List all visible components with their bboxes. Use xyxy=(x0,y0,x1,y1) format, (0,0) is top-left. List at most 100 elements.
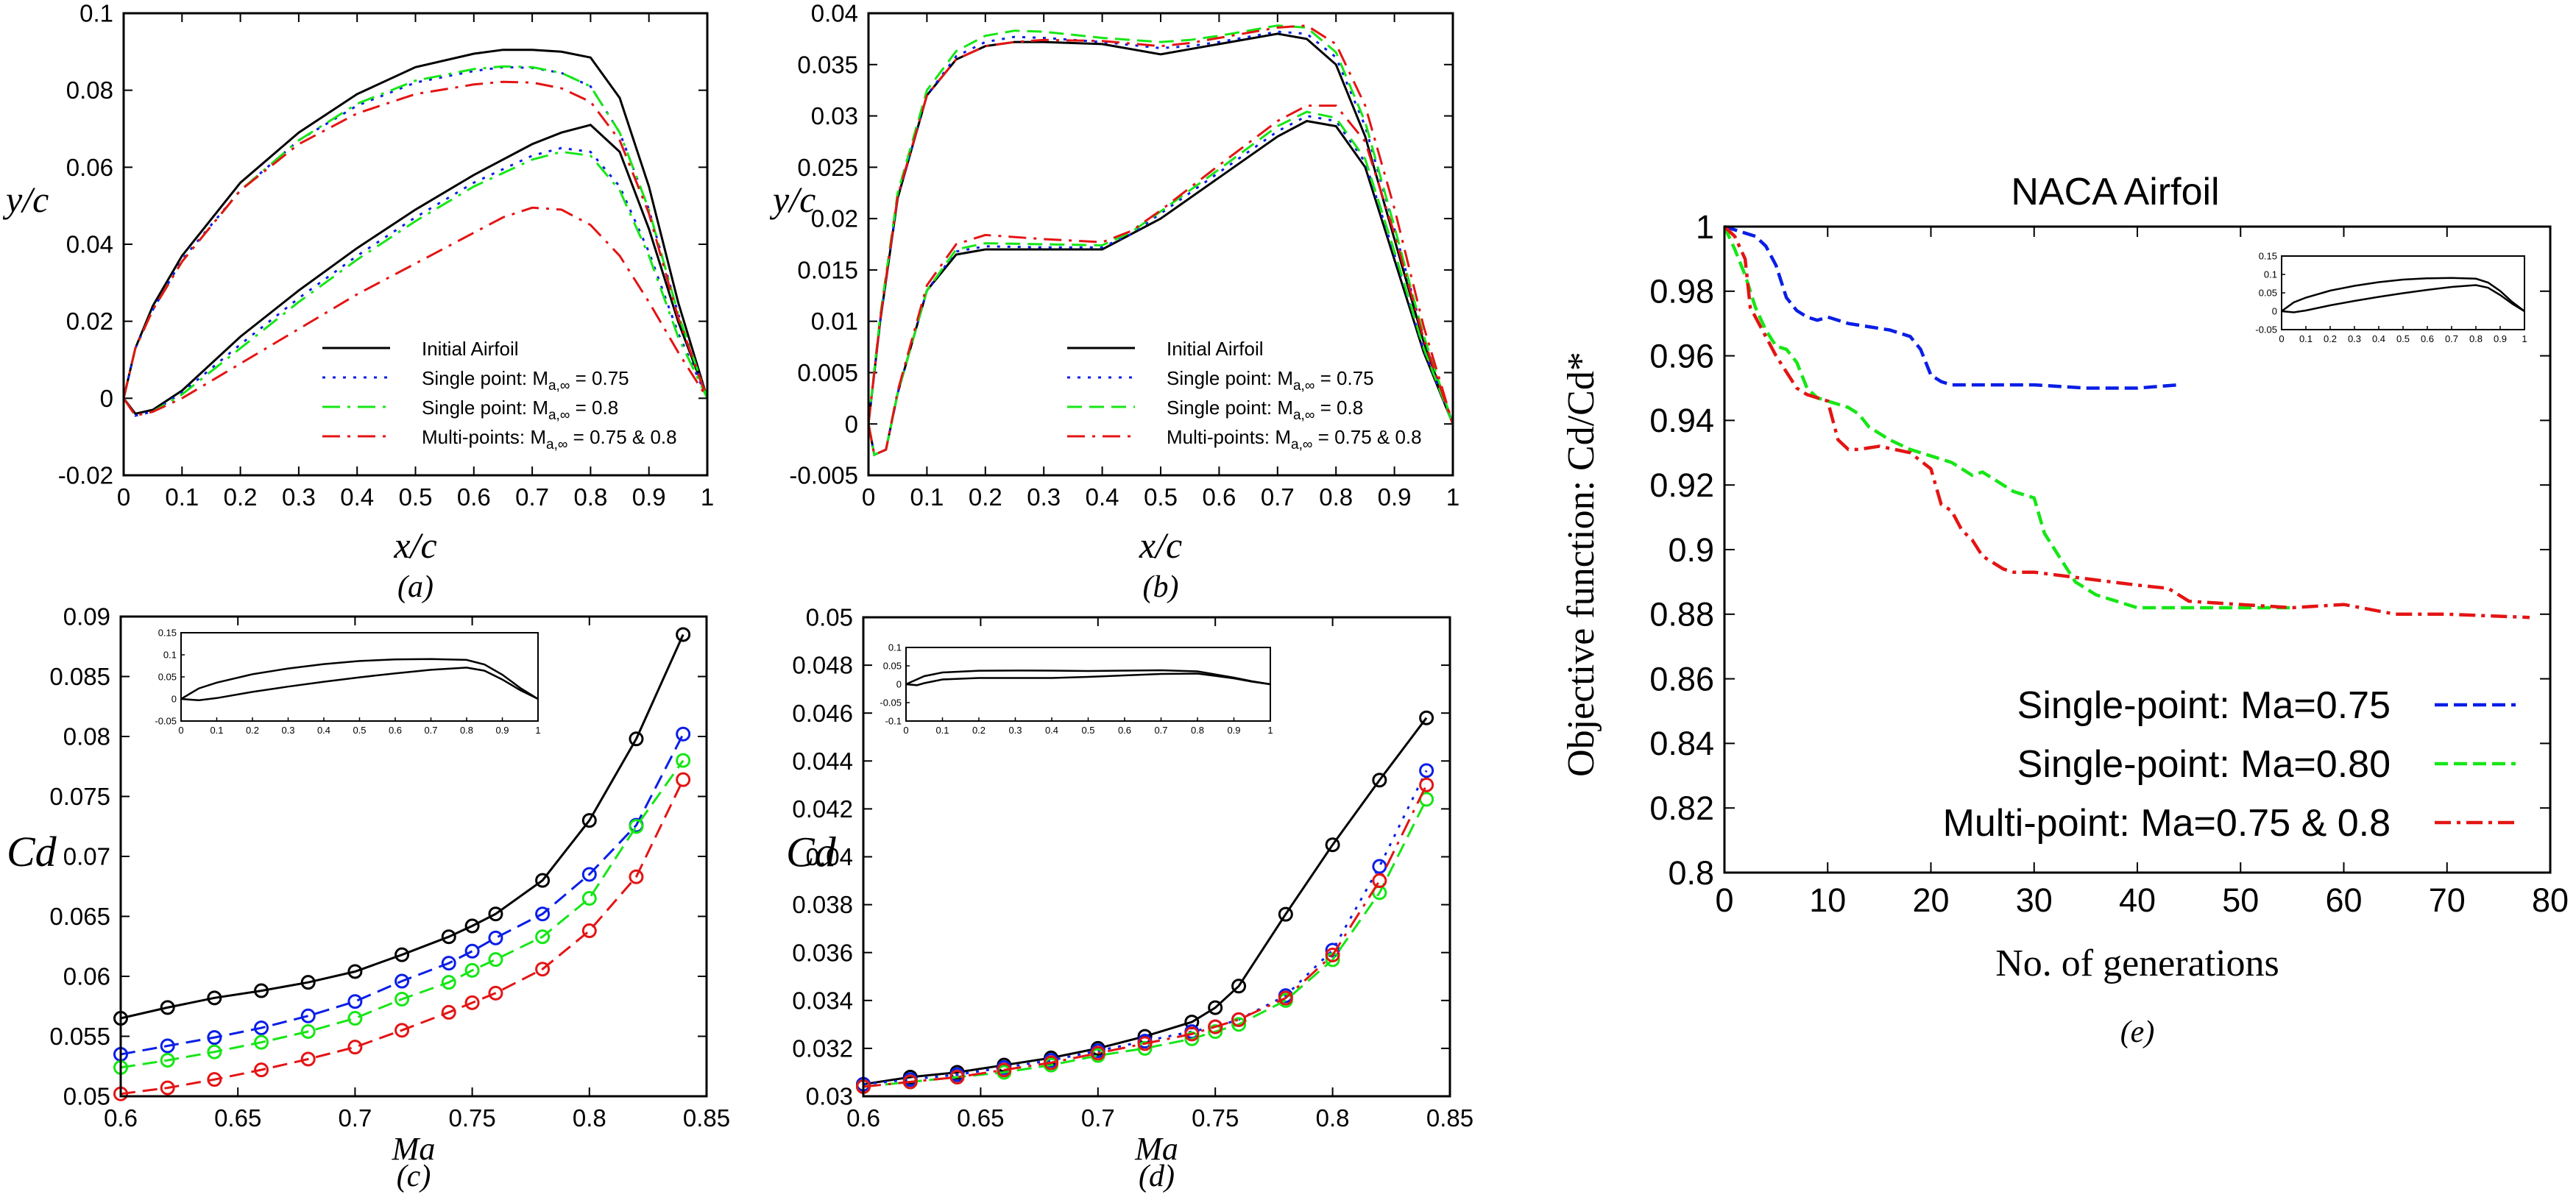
x-tick-label: 0.9 xyxy=(1378,483,1412,511)
legend-label: Single point: Ma,∞ = 0.8 xyxy=(422,397,618,423)
series-line xyxy=(122,80,709,399)
y-tick-label: 0.04 xyxy=(66,231,113,258)
data-point-marker xyxy=(1419,777,1434,792)
data-point-marker xyxy=(629,731,644,747)
legend-label-main: Single point: M xyxy=(1167,367,1293,389)
data-point-marker xyxy=(441,1004,456,1020)
data-point-marker xyxy=(300,975,316,990)
legend-label: Single-point: Ma=0.80 xyxy=(2017,743,2391,786)
legend-label-main: Single point: M xyxy=(422,397,548,419)
inset-y-tick-label: 0 xyxy=(171,694,177,705)
inset-frame xyxy=(905,647,1271,722)
y-tick-label: 0.84 xyxy=(1649,725,1714,762)
inset-upper-surface xyxy=(180,658,539,700)
x-tick-label: 80 xyxy=(2532,881,2569,919)
y-tick-label: 0.96 xyxy=(1649,337,1714,374)
legend-label-tail: = 0.8 xyxy=(570,397,618,419)
data-point-marker xyxy=(1137,1040,1153,1056)
x-tick-label: 10 xyxy=(1809,881,1846,919)
y-tick-label: 0.82 xyxy=(1649,789,1714,827)
x-tick-label: 1 xyxy=(1446,483,1459,511)
inset-y-tick-label: 0.1 xyxy=(163,650,177,661)
inset-x-tick-label: 0.5 xyxy=(2396,333,2410,344)
legend-label: Single point: Ma,∞ = 0.8 xyxy=(1167,397,1363,423)
x-tick-label: 0.65 xyxy=(957,1104,1004,1132)
inset-x-tick-label: 0.4 xyxy=(317,725,330,736)
data-point-marker xyxy=(1372,873,1387,889)
data-point-marker xyxy=(254,1062,269,1078)
x-tick-label: 1 xyxy=(701,483,714,511)
legend-label-main: Single point: M xyxy=(1167,397,1293,419)
x-tick-label: 0.2 xyxy=(969,483,1002,511)
x-tick-label: 0.3 xyxy=(282,483,316,511)
x-tick-label: 0.6 xyxy=(1202,483,1236,511)
data-point-marker xyxy=(629,869,644,884)
legend-label: Multi-points: Ma,∞ = 0.75 & 0.8 xyxy=(1167,426,1422,452)
data-point-marker xyxy=(1184,1031,1200,1046)
y-tick-label: 0.98 xyxy=(1649,273,1714,310)
y-tick-label: 0.04 xyxy=(811,0,858,27)
data-point-marker xyxy=(581,867,597,882)
data-point-marker xyxy=(347,994,363,1009)
inset-x-tick-label: 0.9 xyxy=(1227,725,1240,736)
legend-label-tail: = 0.75 xyxy=(570,367,629,389)
chart-c: 0.6 0.65 0.7 0.75 0.8 0.85 0.05 0.055 0.06 0.065 0… xyxy=(7,603,730,1193)
y-tick-label: 0.02 xyxy=(66,308,113,335)
y-tick-label: 0.042 xyxy=(792,795,853,823)
inset-x-tick-label: 0.3 xyxy=(281,725,294,736)
legend-label-main: Initial Airfoil xyxy=(1167,338,1264,360)
series-line xyxy=(867,104,1454,457)
x-tick-label: 0.1 xyxy=(165,483,199,511)
legend-label: Initial Airfoil xyxy=(422,338,519,360)
data-point-marker xyxy=(207,1044,222,1059)
data-point-marker xyxy=(160,1038,175,1054)
data-point-marker xyxy=(488,906,503,922)
data-point-marker xyxy=(254,1020,269,1036)
x-tick-label: 0.1 xyxy=(910,483,944,511)
data-point-marker xyxy=(676,627,691,642)
data-point-marker xyxy=(1372,773,1387,788)
x-tick-label: 0 xyxy=(862,483,875,511)
data-point-marker xyxy=(441,975,456,990)
x-tick-label: 0.8 xyxy=(573,1104,606,1132)
inset-y-tick-label: 0 xyxy=(896,679,902,690)
legend-label-main: Multi-points: M xyxy=(1167,426,1291,448)
inset-lower-surface xyxy=(180,667,539,702)
data-point-marker xyxy=(160,1053,175,1068)
inset-x-tick-label: 0.6 xyxy=(389,725,402,736)
data-point-marker xyxy=(1090,1045,1105,1061)
data-point-marker xyxy=(347,964,363,979)
legend-label: Multi-points: Ma,∞ = 0.75 & 0.8 xyxy=(422,426,677,452)
data-point-marker xyxy=(441,956,456,971)
data-point-marker xyxy=(254,983,269,998)
x-tick-label: 0.7 xyxy=(1261,483,1295,511)
inset-x-tick-label: 0.8 xyxy=(1191,725,1204,736)
data-point-marker xyxy=(676,772,691,787)
legend-label-main: Initial Airfoil xyxy=(422,338,519,360)
data-point-marker xyxy=(535,962,551,977)
y-tick-label: 0.86 xyxy=(1649,660,1714,697)
series-line xyxy=(122,146,709,417)
data-point-marker xyxy=(394,947,410,962)
x-tick-label: 0.8 xyxy=(573,483,607,511)
inset-x-tick-label: 0.4 xyxy=(1045,725,1058,736)
data-point-marker xyxy=(581,891,597,906)
y-tick-label: 0.06 xyxy=(66,154,113,181)
x-tick-label: 0 xyxy=(117,483,130,511)
y-tick-label: 0.94 xyxy=(1649,402,1714,439)
data-point-marker xyxy=(1419,710,1434,725)
data-point-marker xyxy=(300,1008,316,1023)
x-axis-label: Ma xyxy=(392,1131,436,1167)
y-tick-label: 0.02 xyxy=(811,205,858,232)
chart-b: 0 0.1 0.2 0.3 0.4 0.5 0.6 0.7 0.8 0.9 1-0.00500.00… xyxy=(769,0,1459,604)
y-tick-label: 0.09 xyxy=(63,603,110,631)
x-tick-label: 0.6 xyxy=(846,1104,880,1132)
data-point-marker xyxy=(1278,990,1293,1006)
series-line xyxy=(863,798,1428,1088)
x-tick-label: 30 xyxy=(2016,881,2053,919)
y-tick-label: -0.02 xyxy=(58,462,113,489)
inset-d: 0 0.1 0.2 0.3 0.4 0.5 0.6 0.7 0.8 0.9 1 -0.1 -0.05 0 0… xyxy=(880,642,1273,736)
data-point-marker xyxy=(1208,1019,1223,1034)
y-tick-label: 1 xyxy=(1696,208,1714,246)
